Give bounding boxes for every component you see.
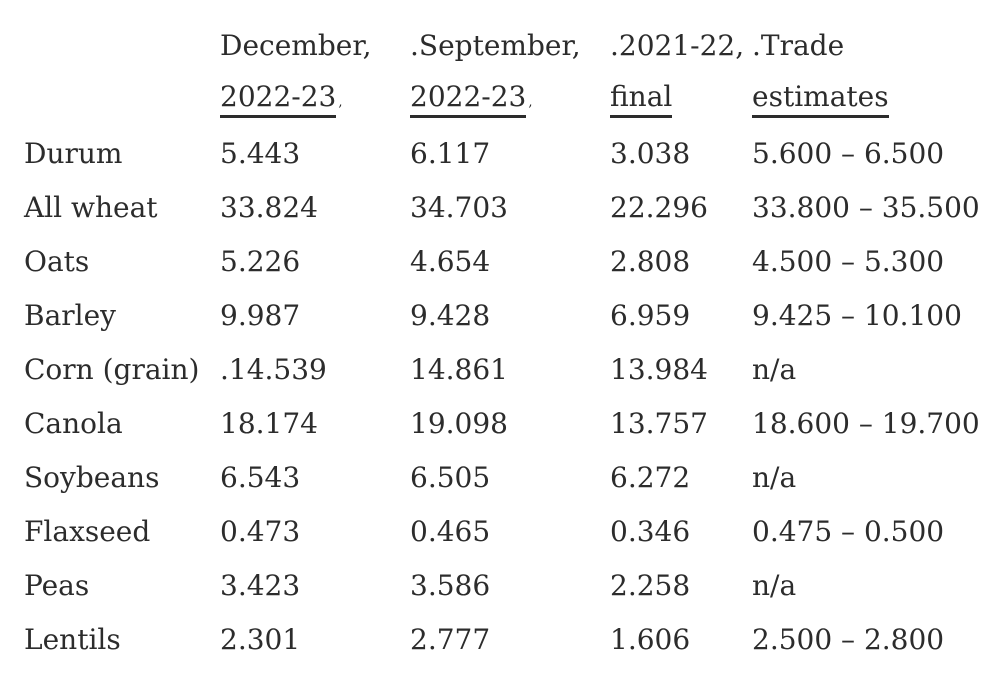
cell-value: 2.777	[410, 622, 491, 656]
underlined-header-text: 2022-23	[220, 81, 337, 118]
cell-value: 3.586	[410, 568, 491, 602]
row-label: Corn (grain)	[24, 352, 200, 386]
cell-value: 18.174	[220, 406, 318, 440]
row-label: Lentils	[24, 622, 121, 656]
cell-value: 33.800 – 35.500	[752, 190, 980, 224]
underlined-header-text: estimates	[752, 81, 889, 118]
cell-value: 5.600 – 6.500	[752, 136, 945, 170]
table-row: Lentils 2.301 2.777 1.606 2.500 – 2.800	[24, 612, 984, 666]
row-label: All wheat	[24, 190, 158, 224]
cell-value: 0.465	[410, 514, 491, 548]
cell-value: 34.703	[410, 190, 508, 224]
cell-value: 6.272	[610, 460, 691, 494]
cell-value: 2.500 – 2.800	[752, 622, 945, 656]
header-row-line2: 2022-23, 2022-23, final estimates	[24, 72, 984, 126]
table-row: All wheat 33.824 34.703 22.296 33.800 – …	[24, 180, 984, 234]
table-row: Flaxseed 0.473 0.465 0.346 0.475 – 0.500	[24, 504, 984, 558]
row-label: Canola	[24, 406, 123, 440]
cell-value: .14.539	[220, 352, 327, 386]
cell-value: 22.296	[610, 190, 708, 224]
row-label: Durum	[24, 136, 123, 170]
cell-value: 2.808	[610, 244, 691, 278]
header-suffix-mark: ,	[528, 95, 533, 111]
cell-value: 1.606	[610, 622, 691, 656]
cell-value: 19.098	[410, 406, 508, 440]
table-row: Peas 3.423 3.586 2.258 n/a	[24, 558, 984, 612]
cell-value: n/a	[752, 352, 797, 386]
cell-value: 0.475 – 0.500	[752, 514, 945, 548]
corner-cell	[24, 18, 220, 72]
cell-value: n/a	[752, 460, 797, 494]
cell-value: 0.346	[610, 514, 691, 548]
table-row: Canola 18.174 19.098 13.757 18.600 – 19.…	[24, 396, 984, 450]
column-header-september-line1: .September,	[410, 28, 581, 62]
cell-value: 3.423	[220, 568, 301, 602]
cell-value: 13.984	[610, 352, 708, 386]
table-row: Soybeans 6.543 6.505 6.272 n/a	[24, 450, 984, 504]
table-row: Oats 5.226 4.654 2.808 4.500 – 5.300	[24, 234, 984, 288]
corner-cell-line2	[24, 72, 220, 126]
underlined-header-text: 2022-23	[410, 81, 527, 118]
table-row: Barley 9.987 9.428 6.959 9.425 – 10.100	[24, 288, 984, 342]
cell-value: 6.505	[410, 460, 491, 494]
cell-value: 0.473	[220, 514, 301, 548]
cell-value: 14.861	[410, 352, 508, 386]
column-header-final-line2: final	[610, 72, 752, 126]
cell-value: 6.543	[220, 460, 301, 494]
cell-value: 3.038	[610, 136, 691, 170]
row-label: Oats	[24, 244, 90, 278]
cell-value: 4.500 – 5.300	[752, 244, 945, 278]
cell-value: 2.258	[610, 568, 691, 602]
cell-value: 13.757	[610, 406, 708, 440]
cell-value: 18.600 – 19.700	[752, 406, 980, 440]
cell-value: 4.654	[410, 244, 491, 278]
column-header-december-line1: December,	[220, 28, 372, 62]
header-row-line1: December, .September, .2021-22, .Trade	[24, 18, 984, 72]
cell-value: 33.824	[220, 190, 318, 224]
cell-value: 6.117	[410, 136, 491, 170]
column-header-september-line2: 2022-23,	[410, 72, 610, 126]
row-label: Peas	[24, 568, 90, 602]
column-header-2021-22-line1: .2021-22,	[610, 28, 745, 62]
cell-value: n/a	[752, 568, 797, 602]
row-label: Soybeans	[24, 460, 160, 494]
underlined-header-text: final	[610, 81, 673, 118]
row-label: Barley	[24, 298, 116, 332]
cell-value: 5.226	[220, 244, 301, 278]
cell-value: 9.428	[410, 298, 491, 332]
table-row: Corn (grain) .14.539 14.861 13.984 n/a	[24, 342, 984, 396]
column-header-estimates-line2: estimates	[752, 72, 984, 126]
cell-value: 9.987	[220, 298, 301, 332]
column-header-december-line2: 2022-23,	[220, 72, 410, 126]
row-label: Flaxseed	[24, 514, 151, 548]
header-suffix-mark: ,	[338, 95, 343, 111]
column-header-trade-line1: .Trade	[752, 28, 845, 62]
cell-value: 6.959	[610, 298, 691, 332]
cell-value: 9.425 – 10.100	[752, 298, 962, 332]
table-row: Durum 5.443 6.117 3.038 5.600 – 6.500	[24, 126, 984, 180]
cell-value: 2.301	[220, 622, 301, 656]
production-estimates-table: December, .September, .2021-22, .Trade 2…	[24, 18, 984, 666]
cell-value: 5.443	[220, 136, 301, 170]
